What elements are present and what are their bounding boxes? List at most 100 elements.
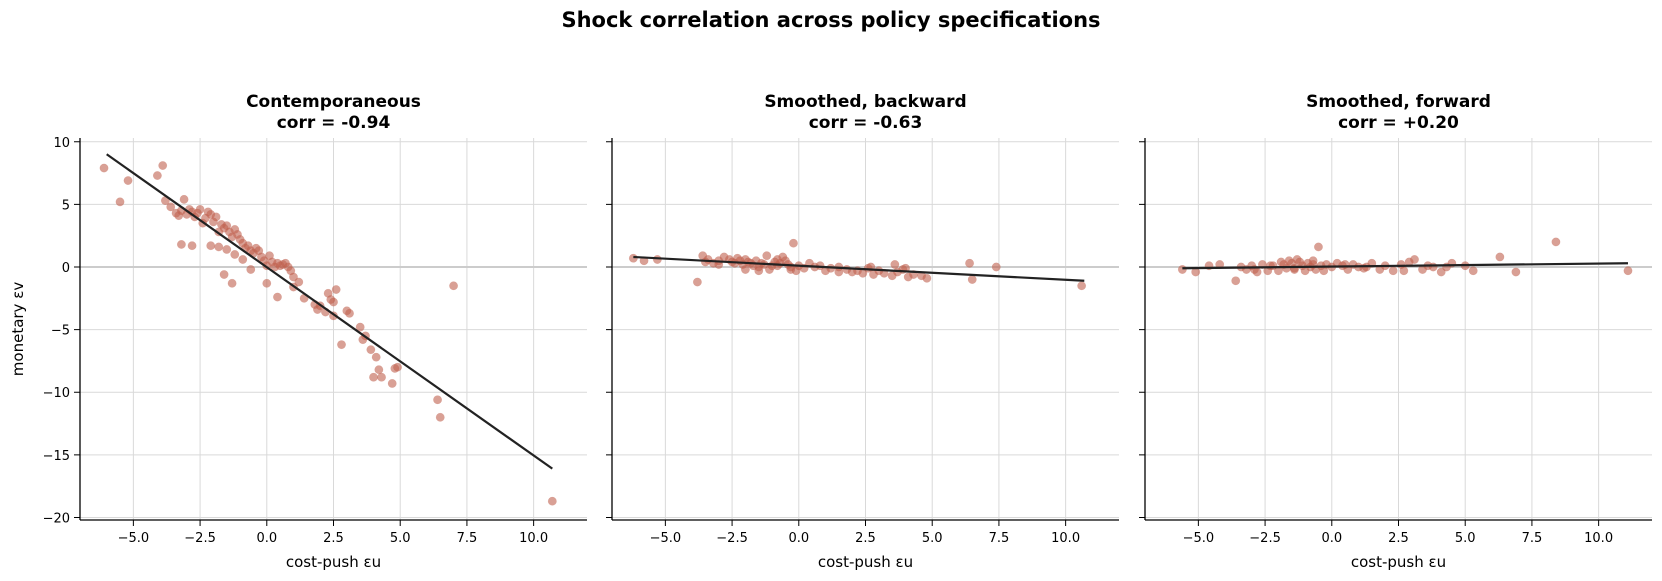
scatter-point bbox=[1399, 266, 1409, 276]
x-tick-label: 5.0 bbox=[1455, 531, 1476, 546]
x-tick-label: −2.5 bbox=[716, 531, 748, 546]
y-tick-label: −20 bbox=[43, 511, 70, 526]
x-tick-label: 2.5 bbox=[323, 531, 344, 546]
scatter-point bbox=[187, 241, 197, 251]
fit-line bbox=[633, 255, 1085, 282]
scatter-point bbox=[246, 265, 256, 274]
scatter-point bbox=[789, 238, 798, 248]
scatter-point bbox=[345, 308, 354, 318]
x-tick-label: 0.0 bbox=[256, 531, 277, 546]
panel-3: −5.0 −2.5 0.0 2.5 5.0 7.5 10.0 Smoothed, forwar… bbox=[1139, 92, 1652, 571]
scatter-point bbox=[387, 379, 397, 388]
scatter-point bbox=[369, 372, 378, 382]
scatter-point bbox=[227, 278, 237, 288]
x-tick-label: −2.5 bbox=[184, 531, 216, 546]
scatter-point bbox=[1410, 255, 1419, 264]
scatter-point bbox=[214, 242, 224, 252]
y-tick-label: 0 bbox=[62, 261, 70, 276]
x-tick-label: 5.0 bbox=[922, 531, 943, 546]
scatter-point bbox=[262, 278, 272, 288]
scatter-point bbox=[294, 277, 304, 287]
scatter-point bbox=[433, 395, 443, 405]
panel-title-line-2: corr = +0.20 bbox=[1338, 113, 1459, 133]
x-tick-label: 10.0 bbox=[519, 531, 548, 546]
scatter-point bbox=[786, 265, 796, 274]
y-tick-label: 10 bbox=[53, 136, 70, 151]
x-tick-label: 10.0 bbox=[1584, 531, 1613, 546]
scatter-point bbox=[1313, 242, 1323, 252]
panel-title-line-1: Smoothed, backward bbox=[764, 92, 966, 112]
scatter-point bbox=[374, 365, 384, 375]
scatter-point bbox=[1231, 276, 1241, 286]
x-tick-label: 7.5 bbox=[1522, 531, 1543, 546]
panel-2: −5.0 −2.5 0.0 2.5 5.0 7.5 10.0 Smoothed, backwa… bbox=[606, 92, 1119, 571]
x-tick-label: 10.0 bbox=[1051, 531, 1080, 546]
scatter-point bbox=[206, 241, 216, 251]
y-tick-label: −15 bbox=[43, 449, 70, 464]
fit-line bbox=[1182, 262, 1628, 270]
x-tick-label: −5.0 bbox=[650, 531, 682, 546]
scatter-point bbox=[393, 362, 402, 372]
scatter-point bbox=[179, 194, 189, 204]
panel-title-line-2: corr = -0.94 bbox=[277, 113, 391, 133]
scatter-point bbox=[166, 202, 176, 212]
y-axis-label: monetary εv bbox=[9, 282, 27, 377]
scatter-point bbox=[449, 281, 459, 291]
scatter-point bbox=[1623, 266, 1633, 276]
scatter-point bbox=[337, 340, 346, 350]
x-axis-label: cost-push εu bbox=[818, 553, 913, 571]
x-tick-label: −5.0 bbox=[118, 531, 150, 546]
y-tick-label: −5 bbox=[51, 324, 70, 339]
scatter-point bbox=[1177, 265, 1187, 274]
scatter-point bbox=[158, 161, 168, 171]
x-tick-label: 0.0 bbox=[788, 531, 809, 546]
scatter-point bbox=[1388, 266, 1398, 276]
scatter-point bbox=[435, 412, 445, 422]
fit-line bbox=[106, 153, 553, 470]
scatter-point bbox=[890, 260, 900, 269]
panel-1: −5.0 −2.5 0.0 2.5 5.0 7.5 10.0 10 5 0 −5 −10 −15 −20 C… bbox=[9, 92, 587, 571]
scatter-point bbox=[371, 352, 381, 362]
scatter-point bbox=[355, 322, 365, 332]
panel-title-line-2: corr = -0.63 bbox=[809, 113, 923, 133]
scatter-point bbox=[1289, 263, 1299, 273]
scatter-point bbox=[211, 212, 221, 222]
y-tick-label: 5 bbox=[62, 198, 70, 213]
scatter-point bbox=[967, 275, 977, 284]
x-tick-label: 2.5 bbox=[855, 531, 876, 546]
x-tick-label: 7.5 bbox=[989, 531, 1010, 546]
scatter-point bbox=[238, 255, 248, 264]
scatter-point bbox=[123, 176, 133, 186]
scatter-point bbox=[692, 277, 702, 287]
scatter-point bbox=[740, 265, 750, 274]
scatter-point bbox=[762, 251, 772, 261]
scatter-point bbox=[230, 250, 240, 259]
scatter-point bbox=[222, 245, 232, 254]
scatter-point bbox=[1077, 281, 1087, 291]
x-axis-label: cost-push εu bbox=[1351, 553, 1446, 571]
scatter-point bbox=[547, 496, 557, 506]
panel-title-line-1: Contemporaneous bbox=[246, 92, 421, 112]
scatter-point bbox=[323, 288, 333, 298]
x-tick-label: −5.0 bbox=[1183, 531, 1215, 546]
scatter-point bbox=[176, 240, 186, 249]
scatter-point bbox=[1551, 237, 1561, 247]
scatter-point bbox=[1442, 262, 1451, 272]
x-tick-label: −2.5 bbox=[1249, 531, 1281, 546]
scatter-point bbox=[152, 171, 162, 181]
x-tick-label: 5.0 bbox=[390, 531, 411, 546]
scatter-point bbox=[1265, 261, 1275, 271]
scatter-point bbox=[754, 266, 764, 276]
scatter-point bbox=[1468, 266, 1478, 276]
x-tick-label: 0.0 bbox=[1321, 531, 1342, 546]
scatter-point bbox=[366, 345, 376, 355]
scatter-point bbox=[219, 270, 229, 279]
scatter-point bbox=[1436, 267, 1446, 277]
scatter-point bbox=[965, 258, 975, 268]
scatter-point bbox=[331, 285, 341, 294]
scatter-point bbox=[289, 272, 298, 282]
scatter-point bbox=[377, 372, 386, 382]
x-tick-label: 7.5 bbox=[457, 531, 478, 546]
scatter-point bbox=[273, 292, 282, 302]
